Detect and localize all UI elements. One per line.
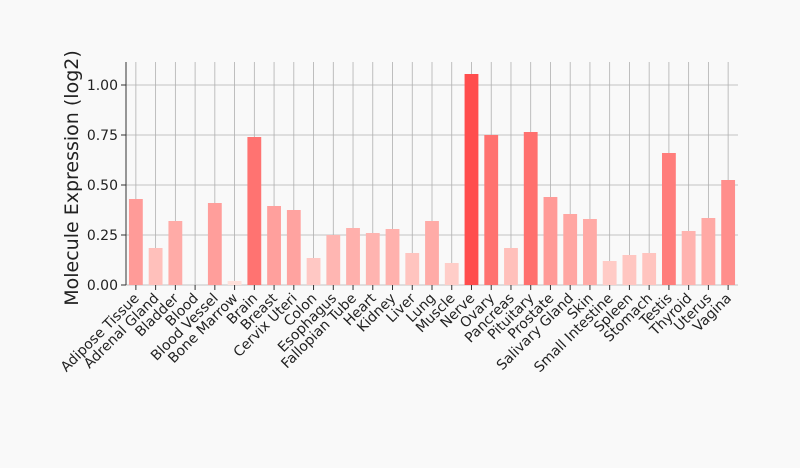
bar [128,199,143,285]
y-tick-label: 0.00 [87,278,118,294]
bar [563,214,578,285]
bar [247,137,262,285]
bar [642,253,657,285]
bar [425,221,439,285]
y-tick-label: 0.50 [87,178,118,194]
bar [306,258,321,285]
bar [622,255,637,285]
bar [207,203,222,285]
bar [148,248,163,285]
bar [543,197,558,285]
bar [523,132,538,285]
bar [286,210,301,285]
y-axis-label: Molecule Expression (log2) [61,50,83,306]
bar [267,206,281,285]
bar [583,219,597,285]
y-tick-label: 0.25 [87,228,118,244]
bar [661,153,676,285]
y-axis-ticks: 0.00 0.25 0.50 0.75 1.00 [87,62,127,294]
bar [681,231,696,285]
bar [405,253,420,285]
bar [721,180,736,285]
bar [227,281,242,285]
bar [385,229,400,285]
bar [365,233,380,285]
bar [701,218,716,285]
bar [346,228,360,285]
bar [444,263,459,285]
bar [464,74,479,285]
bar [326,235,341,285]
bars [128,74,736,285]
bar [484,135,499,285]
bar [504,248,518,285]
bar [602,261,617,285]
bar [168,221,183,285]
y-tick-label: 1.00 [87,78,118,94]
y-tick-label: 0.75 [87,128,118,144]
